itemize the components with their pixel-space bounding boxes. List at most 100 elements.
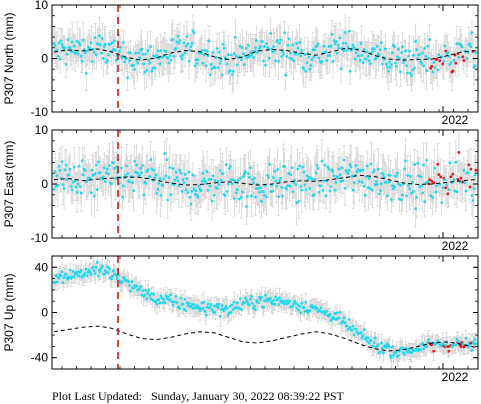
data-point bbox=[71, 49, 75, 53]
data-point bbox=[68, 268, 72, 272]
data-point bbox=[57, 276, 61, 280]
data-point bbox=[144, 181, 148, 185]
y-tick-label: 0 bbox=[41, 177, 48, 191]
data-point bbox=[56, 54, 60, 58]
data-point bbox=[383, 47, 387, 51]
data-point bbox=[184, 44, 188, 48]
data-point bbox=[427, 56, 431, 60]
data-point bbox=[265, 195, 268, 199]
data-point bbox=[279, 176, 283, 180]
data-point bbox=[97, 34, 101, 38]
data-point bbox=[381, 172, 385, 176]
data-point bbox=[303, 53, 307, 56]
data-point bbox=[269, 31, 272, 35]
data-point bbox=[346, 45, 350, 49]
data-point bbox=[315, 163, 319, 167]
data-point bbox=[78, 43, 82, 47]
data-point bbox=[315, 44, 319, 48]
data-point bbox=[314, 171, 318, 175]
data-point bbox=[186, 191, 190, 195]
data-point-red bbox=[444, 186, 448, 190]
data-point bbox=[214, 55, 218, 59]
data-point bbox=[368, 187, 372, 190]
data-point bbox=[281, 50, 285, 54]
data-point bbox=[112, 269, 115, 273]
data-point bbox=[151, 298, 155, 302]
data-point bbox=[113, 39, 116, 43]
data-point bbox=[102, 45, 106, 49]
data-point bbox=[229, 178, 233, 182]
data-point bbox=[122, 184, 125, 188]
data-point bbox=[178, 307, 182, 310]
data-point bbox=[196, 195, 200, 199]
data-point bbox=[363, 193, 367, 197]
data-point bbox=[299, 185, 303, 189]
data-point bbox=[70, 188, 74, 192]
data-point bbox=[285, 187, 289, 191]
data-point bbox=[395, 64, 398, 68]
data-point bbox=[141, 52, 145, 56]
data-point bbox=[110, 277, 113, 281]
data-point bbox=[144, 52, 148, 56]
data-point bbox=[96, 274, 100, 278]
data-point bbox=[184, 188, 188, 192]
data-point bbox=[429, 194, 433, 198]
data-point bbox=[206, 302, 210, 306]
data-point bbox=[272, 176, 275, 180]
data-point bbox=[132, 189, 135, 192]
plot-area bbox=[52, 5, 478, 112]
data-point bbox=[222, 46, 226, 50]
data-point bbox=[197, 184, 201, 188]
data-point bbox=[83, 271, 87, 275]
data-point bbox=[190, 189, 194, 193]
data-point bbox=[245, 195, 249, 198]
data-point bbox=[243, 170, 247, 174]
data-point bbox=[146, 291, 150, 295]
data-point bbox=[136, 171, 139, 175]
data-point bbox=[125, 57, 128, 61]
data-point bbox=[146, 49, 150, 52]
data-point bbox=[423, 46, 427, 50]
data-point bbox=[179, 171, 183, 175]
data-point bbox=[155, 302, 159, 306]
data-point bbox=[107, 164, 111, 167]
data-point-red bbox=[457, 151, 461, 154]
data-point bbox=[154, 173, 158, 177]
data-point bbox=[365, 164, 369, 168]
data-point bbox=[148, 175, 152, 178]
data-point bbox=[75, 273, 79, 276]
data-point bbox=[80, 59, 84, 63]
data-point bbox=[290, 57, 294, 61]
data-point bbox=[131, 181, 134, 184]
data-point bbox=[227, 167, 231, 170]
data-point bbox=[320, 159, 324, 163]
data-point bbox=[195, 61, 199, 65]
data-point bbox=[295, 42, 299, 45]
y-axis-title: P307 East (mm) bbox=[2, 141, 16, 228]
data-point bbox=[176, 179, 180, 183]
data-point-red bbox=[437, 173, 441, 177]
data-point bbox=[263, 45, 266, 48]
data-point bbox=[292, 59, 296, 63]
data-point bbox=[77, 41, 81, 45]
data-point bbox=[205, 170, 209, 173]
data-point bbox=[201, 61, 205, 65]
data-point bbox=[89, 191, 93, 195]
data-point bbox=[447, 188, 451, 191]
data-point bbox=[247, 175, 251, 179]
data-point bbox=[262, 59, 265, 63]
data-point bbox=[277, 195, 280, 199]
data-point bbox=[217, 50, 221, 54]
data-point bbox=[469, 45, 473, 48]
data-point bbox=[123, 60, 126, 64]
data-point bbox=[433, 65, 437, 69]
data-point bbox=[235, 188, 239, 191]
data-point bbox=[399, 70, 402, 74]
data-point bbox=[66, 38, 70, 42]
data-point bbox=[325, 58, 329, 62]
data-point bbox=[448, 161, 452, 165]
data-point bbox=[393, 45, 396, 49]
data-point bbox=[175, 176, 179, 179]
data-point-red bbox=[468, 185, 472, 189]
data-point bbox=[233, 35, 237, 39]
